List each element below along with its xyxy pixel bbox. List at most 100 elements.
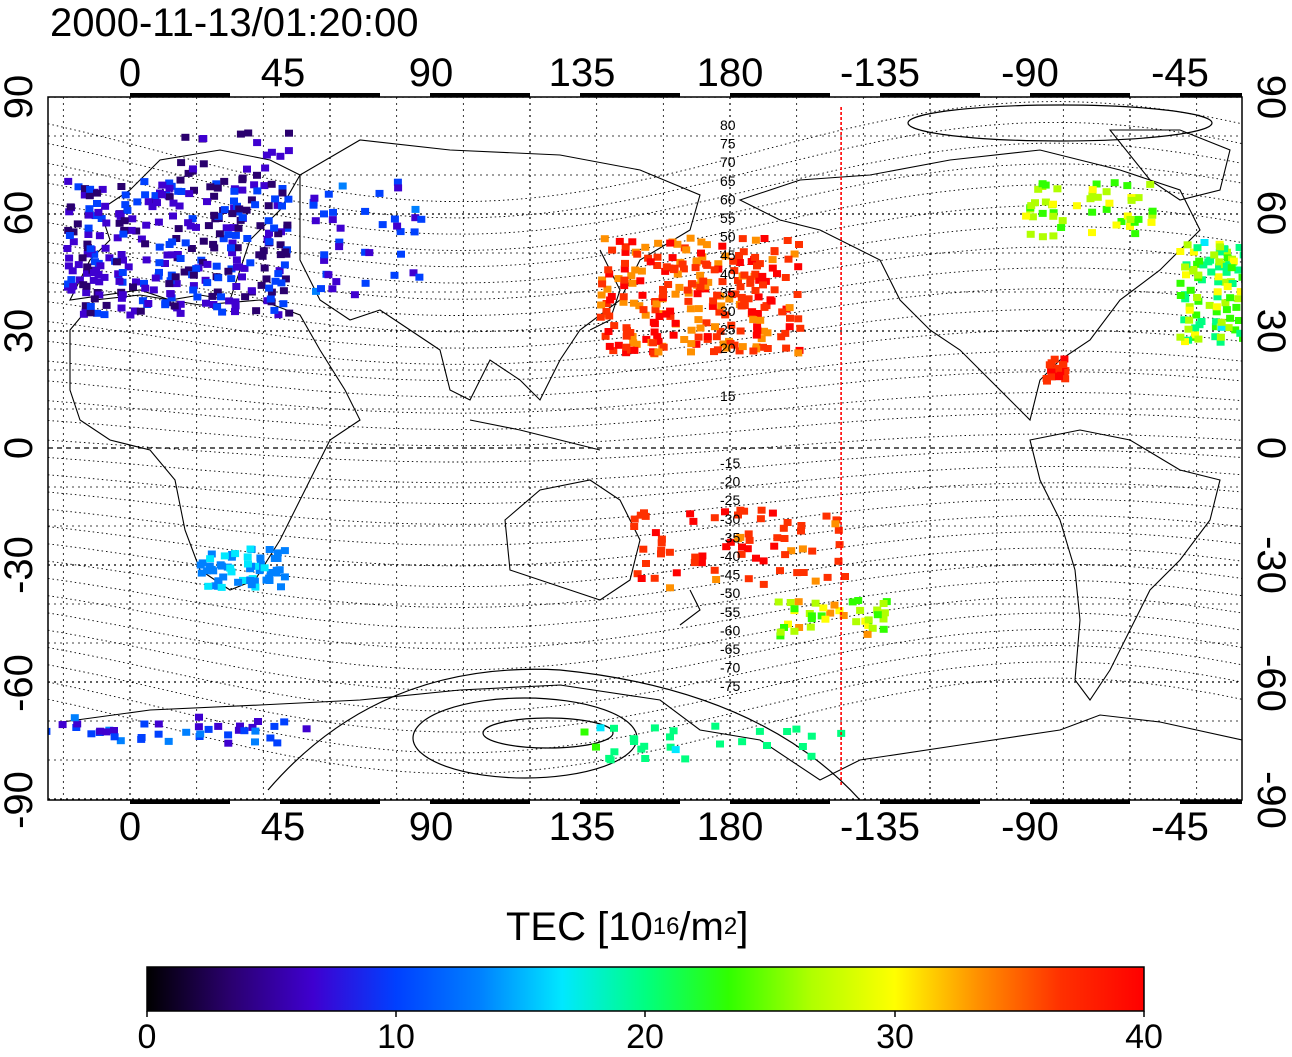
tec-cell	[254, 718, 262, 725]
tec-cell	[1189, 267, 1198, 275]
tec-cell	[209, 240, 218, 248]
tec-cell	[231, 308, 239, 316]
tec-cell	[95, 278, 104, 286]
tec-cell	[227, 568, 236, 576]
tec-cell	[602, 307, 611, 315]
tec-cell	[117, 294, 126, 302]
tec-cell	[250, 181, 259, 189]
tec-cell	[93, 189, 101, 197]
tec-cell	[317, 285, 325, 293]
tec-cell	[696, 271, 705, 279]
tec-cell	[736, 283, 745, 291]
tec-cell	[748, 308, 757, 316]
tec-cell	[679, 265, 688, 273]
tec-cell	[101, 244, 110, 252]
tec-cell	[154, 730, 163, 738]
tec-cell	[120, 217, 129, 225]
tec-cell	[794, 263, 803, 271]
tec-cell	[770, 247, 779, 255]
tec-cell	[311, 217, 320, 225]
tec-cell	[1236, 329, 1242, 337]
dip-contour-label: -40	[720, 548, 740, 564]
dip-contour	[48, 628, 1242, 712]
top-axis-label: -90	[1001, 51, 1059, 95]
tec-cell	[216, 561, 225, 569]
bottom-axis-label: -135	[840, 805, 920, 849]
dip-contour	[48, 661, 1242, 754]
tec-cell	[238, 186, 247, 194]
tec-cell	[247, 581, 256, 589]
tec-cell	[636, 277, 645, 285]
tec-cell	[1234, 266, 1242, 274]
tec-cell	[361, 207, 370, 215]
tec-cell	[779, 524, 788, 532]
tec-cell	[1055, 373, 1063, 381]
tec-cell	[309, 198, 318, 206]
tec-cell	[1261, 258, 1269, 265]
tec-cell	[120, 226, 129, 234]
tec-cell	[1195, 257, 1204, 265]
tec-cell	[1288, 371, 1292, 378]
tec-cell	[752, 331, 761, 339]
dip-contour-label: 30	[720, 303, 736, 319]
tec-cell	[630, 346, 639, 354]
tec-cell	[247, 287, 256, 295]
tec-cell	[864, 616, 873, 624]
tec-cell	[231, 231, 240, 239]
dip-contour-label: -55	[720, 604, 740, 620]
tec-cell	[1176, 248, 1185, 255]
tec-cell	[189, 286, 198, 294]
dip-contour	[48, 645, 1242, 733]
tec-cell	[1239, 251, 1242, 259]
tec-cell	[144, 198, 153, 206]
tec-cell	[1212, 318, 1221, 326]
tec-cell	[67, 276, 76, 284]
tec-cell	[754, 293, 763, 301]
tec-cell	[1189, 248, 1198, 256]
tec-cell	[48, 727, 51, 735]
tec-cell	[64, 280, 73, 288]
tec-cell	[158, 181, 167, 189]
bottom-axis-label: -90	[1001, 805, 1059, 849]
tec-cell	[240, 264, 249, 272]
tec-cell	[243, 235, 252, 242]
tec-cell	[94, 208, 103, 216]
tec-cell	[224, 231, 233, 239]
bottom-axis-label: 0	[119, 805, 141, 849]
tec-cell	[797, 522, 806, 529]
tec-cell	[655, 313, 664, 320]
tec-cell	[86, 309, 95, 317]
tec-cell	[69, 228, 78, 236]
right-axis-label: -30	[1249, 536, 1292, 594]
tec-cell	[794, 315, 803, 323]
tec-cell	[196, 730, 205, 738]
dip-contour-label: -15	[720, 455, 740, 471]
tec-cell	[879, 615, 888, 623]
tec-cell	[811, 599, 820, 607]
tec-cell	[873, 611, 882, 619]
tec-cell	[605, 312, 614, 320]
tec-cell	[284, 147, 293, 155]
tec-cell	[668, 254, 677, 262]
tec-cell	[796, 324, 805, 332]
tec-cell	[90, 269, 98, 277]
tec-cell	[709, 297, 718, 305]
tec-cell	[378, 221, 387, 229]
tec-cell	[694, 316, 703, 324]
tec-cell	[610, 724, 618, 732]
colorbar-tick-label: 30	[876, 1018, 914, 1056]
tec-cell	[687, 340, 696, 348]
top-axis-label: 180	[697, 51, 764, 95]
tec-cell	[692, 340, 701, 348]
tec-cell	[641, 311, 650, 319]
tec-cell	[1287, 394, 1292, 401]
tec-cell	[631, 266, 640, 274]
tec-cell	[116, 737, 125, 745]
tec-cell	[799, 569, 808, 576]
tec-cell	[238, 273, 246, 281]
tec-cell	[229, 224, 238, 232]
tec-cell	[207, 565, 216, 573]
tec-cell	[285, 129, 293, 137]
tec-cell	[671, 319, 680, 327]
tec-cell	[69, 282, 78, 290]
